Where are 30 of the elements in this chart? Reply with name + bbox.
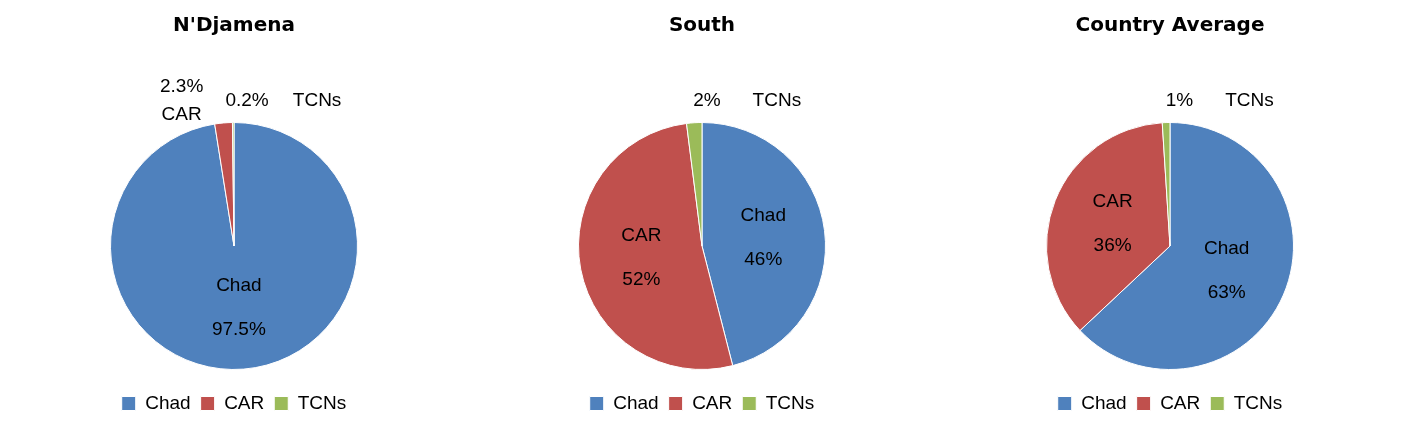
slice-label: Chad	[216, 273, 262, 295]
legend-label: TCNs	[297, 391, 347, 413]
data-label: 2.3%	[160, 75, 204, 97]
legend-label: CAR	[1160, 391, 1201, 413]
slice-label: CAR	[621, 223, 662, 245]
data-label: 52%	[622, 267, 661, 289]
data-label: 0.2%	[225, 88, 269, 110]
data-label: 46%	[744, 248, 783, 270]
legend-label: TCNs	[765, 391, 815, 413]
data-label: 2%	[693, 89, 721, 111]
slice-label: CAR	[1092, 189, 1133, 211]
legend-label: Chad	[145, 391, 191, 413]
data-label: 63%	[1207, 280, 1246, 302]
category-label: TCNs	[292, 88, 342, 110]
data-label: 1%	[1165, 88, 1194, 110]
slice-label: Chad	[740, 204, 786, 226]
chart-title: N'Djamena	[173, 12, 295, 37]
slice-label: CAR	[161, 103, 202, 125]
legend-label: CAR	[692, 391, 733, 413]
category-label: TCNs	[752, 89, 802, 111]
data-label: 97.5%	[211, 317, 266, 339]
category-label: TCNs	[1225, 88, 1274, 110]
chart-title: Country Average	[1075, 12, 1265, 37]
legend-label: TCNs	[1233, 391, 1283, 413]
data-label: 36%	[1093, 233, 1132, 255]
legend-label: Chad	[613, 391, 659, 413]
legend-label: Chad	[1081, 391, 1127, 413]
legend-label: CAR	[224, 391, 265, 413]
slice-label: Chad	[1203, 236, 1250, 258]
chart-title: South	[668, 12, 736, 37]
